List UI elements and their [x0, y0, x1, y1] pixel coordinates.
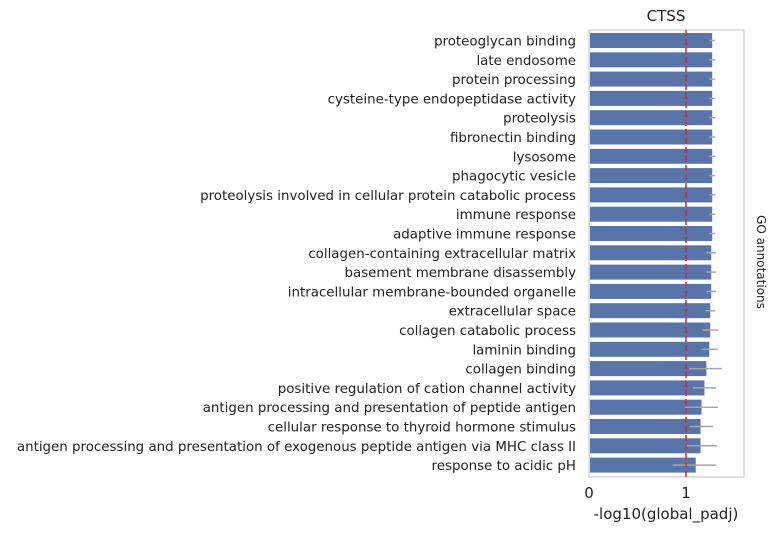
bar: [590, 457, 696, 473]
bar: [590, 71, 713, 87]
category-label: collagen catabolic process: [399, 324, 576, 339]
plot-area: proteoglycan binding late endosome protein…: [17, 29, 745, 502]
category-label: proteolysis: [503, 112, 576, 127]
bar: [590, 110, 713, 126]
bar: [590, 322, 711, 338]
category-label: antigen processing and presentation of p…: [203, 401, 576, 416]
category-label: protein processing: [452, 73, 576, 88]
bar: [590, 264, 712, 280]
category-label: intracellular membrane-bounded organelle: [288, 285, 576, 300]
category-label: proteoglycan binding: [434, 35, 576, 50]
category-label: immune response: [456, 208, 576, 223]
bar: [590, 303, 711, 319]
category-label: phagocytic vesicle: [452, 170, 576, 185]
category-label: basement membrane disassembly: [345, 266, 577, 281]
category-label: adaptive immune response: [393, 228, 576, 243]
bar: [590, 168, 713, 184]
category-label: cellular response to thyroid hormone sti…: [268, 421, 576, 436]
category-label: response to acidic pH: [432, 459, 576, 474]
bar: [590, 129, 713, 145]
bar: [590, 438, 701, 454]
bar: [590, 226, 713, 241]
category-label: fibronectin binding: [450, 131, 576, 146]
category-label: cysteine-type endopeptidase activity: [328, 92, 576, 107]
bar: [590, 206, 713, 222]
bar: [590, 419, 701, 434]
category-label: extracellular space: [449, 305, 576, 320]
category-label: late endosome: [476, 54, 576, 69]
x-tick-label: 0: [584, 484, 594, 502]
chart-title: CTSS: [647, 7, 686, 25]
bar: [590, 341, 710, 357]
bar: [590, 90, 713, 106]
bar: [590, 187, 713, 203]
bar: [590, 148, 713, 164]
bar: [590, 245, 712, 261]
bar: [590, 361, 707, 377]
y-axis-label: GO annotations: [754, 215, 768, 309]
bar: [590, 52, 713, 68]
category-label: positive regulation of cation channel ac…: [278, 382, 576, 397]
category-label: collagen binding: [465, 363, 576, 378]
category-label: laminin binding: [472, 343, 576, 358]
category-label: proteolysis involved in cellular protein…: [200, 189, 576, 204]
bar: [590, 380, 705, 396]
bar: [590, 399, 702, 415]
plot-frame: [588, 29, 745, 478]
bar: [590, 33, 713, 48]
category-label: lysosome: [513, 150, 576, 165]
x-axis-label: -log10(global_padj): [594, 505, 739, 524]
category-label: antigen processing and presentation of e…: [17, 440, 576, 455]
category-label: collagen-containing extracellular matrix: [308, 247, 576, 262]
x-tick-label: 1: [681, 484, 691, 502]
bar: [590, 283, 712, 299]
